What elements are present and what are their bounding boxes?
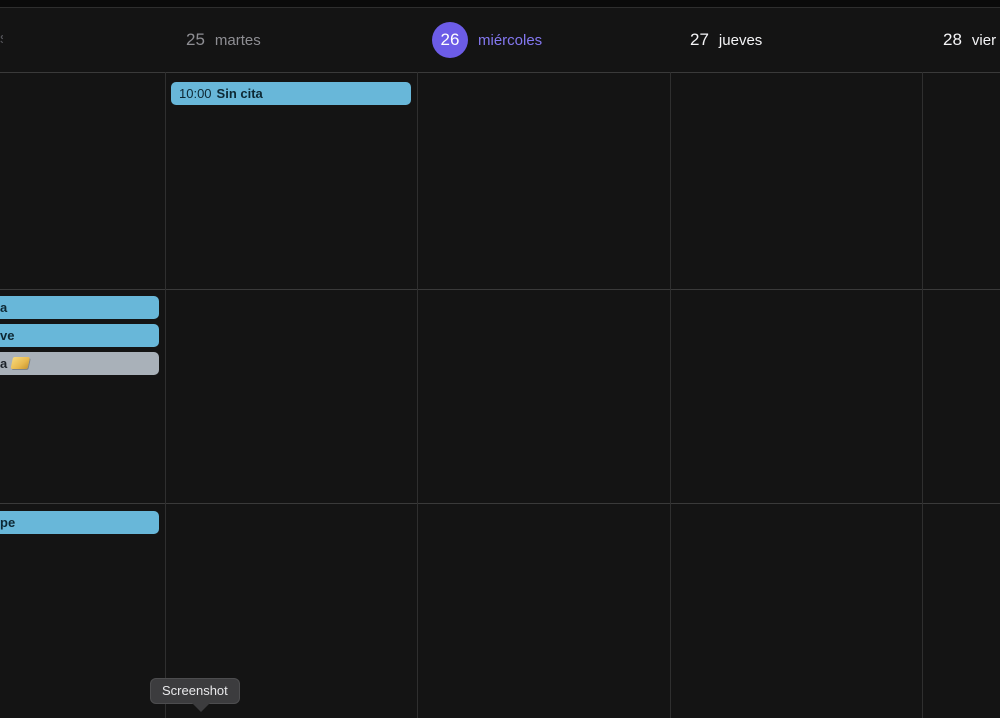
day-cell[interactable] <box>671 504 922 718</box>
day-cell[interactable] <box>923 73 1000 289</box>
day-cell[interactable] <box>166 290 417 503</box>
day-cell[interactable] <box>671 73 922 289</box>
event-truncated-2[interactable]: ve <box>0 324 159 347</box>
day-name: miércoles <box>478 31 543 49</box>
tooltip-arrow <box>192 703 210 712</box>
day-number: 25 <box>186 30 205 49</box>
grid-column-divider <box>922 72 923 718</box>
event-time: 10:00 <box>179 86 212 101</box>
day-header-jueves-27[interactable]: 27 jueves <box>690 22 762 58</box>
day-cell[interactable] <box>418 73 670 289</box>
screenshot-tooltip: Screenshot <box>150 678 240 704</box>
grid-column-divider <box>670 72 671 718</box>
day-cell[interactable] <box>0 290 165 503</box>
day-number: 27 <box>690 30 709 49</box>
event-truncated-1[interactable]: a <box>0 296 159 319</box>
event-title: ve <box>0 328 15 343</box>
event-truncated-4[interactable]: pe <box>0 511 159 534</box>
event-title: Sin cita <box>216 86 263 101</box>
event-title: pe <box>0 515 16 530</box>
day-name: vier <box>971 31 997 49</box>
day-name: martes <box>214 31 261 49</box>
calendar-week-header: s 25 martes 26 miércoles 27 jueves 28 vi… <box>0 9 1000 72</box>
grid-row-divider <box>0 503 1000 504</box>
day-name: jueves <box>718 31 763 49</box>
grid-column-divider <box>417 72 418 718</box>
grid-row-divider <box>0 72 1000 73</box>
butter-emoji-icon <box>10 357 31 369</box>
event-sin-cita[interactable]: 10:00 Sin cita <box>171 82 411 105</box>
day-header-viernes-28[interactable]: 28 vier <box>943 22 996 58</box>
day-cell[interactable] <box>0 73 165 289</box>
grid-column-divider <box>165 72 166 718</box>
event-truncated-3[interactable]: a <box>0 352 159 375</box>
day-header-miercoles-26[interactable]: 26 miércoles <box>432 22 542 58</box>
day-cell[interactable] <box>671 290 922 503</box>
grid-row-divider <box>0 289 1000 290</box>
day-cell[interactable] <box>418 290 670 503</box>
window-top-bar <box>0 0 1000 8</box>
event-title: a <box>0 300 8 315</box>
day-cell[interactable] <box>166 73 417 289</box>
event-title: a <box>0 356 8 371</box>
day-label-monday-fragment: s <box>0 30 3 50</box>
day-cell[interactable] <box>923 504 1000 718</box>
day-cell[interactable] <box>923 290 1000 503</box>
day-cell[interactable] <box>418 504 670 718</box>
day-cell[interactable] <box>0 504 165 718</box>
today-badge: 26 <box>432 22 468 58</box>
day-number: 26 <box>440 30 460 49</box>
day-header-martes-25[interactable]: 25 martes <box>186 22 261 58</box>
day-number: 28 <box>943 30 962 49</box>
